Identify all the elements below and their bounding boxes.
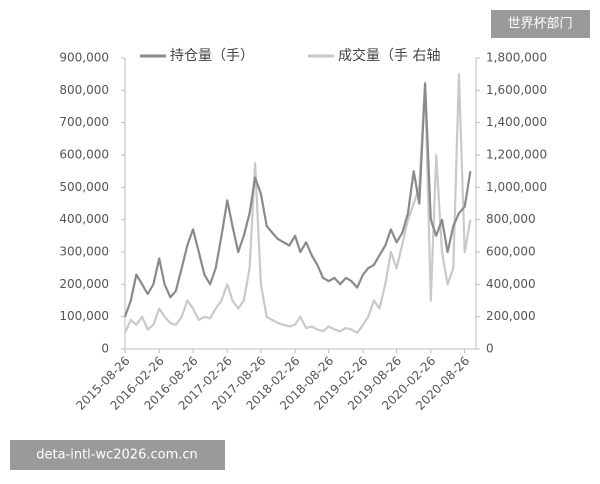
y2-tick-label: 0 <box>486 342 494 356</box>
y-tick-label: 100,000 <box>59 309 109 323</box>
y-tick-label: 300,000 <box>59 245 109 259</box>
y2-tick-label: 600,000 <box>486 245 536 259</box>
series-line <box>123 82 472 318</box>
y-tick-label: 200,000 <box>59 277 109 291</box>
y-tick-label: 600,000 <box>59 148 109 162</box>
watermark-box <box>10 440 225 470</box>
y2-tick-label: 400,000 <box>486 277 536 291</box>
y-tick-label: 800,000 <box>59 83 109 97</box>
y2-tick-label: 1,200,000 <box>486 148 547 162</box>
legend-label: 持仓量（手） <box>170 48 254 64</box>
y2-tick-label: 800,000 <box>486 212 536 226</box>
y-tick-label: 400,000 <box>59 212 109 226</box>
series-line <box>123 73 472 334</box>
y-tick-label: 900,000 <box>59 51 109 65</box>
y-tick-label: 500,000 <box>59 180 109 194</box>
y-tick-label: 700,000 <box>59 115 109 129</box>
y2-tick-label: 1,800,000 <box>486 51 547 65</box>
watermark-box <box>491 10 590 38</box>
y2-tick-label: 1,000,000 <box>486 180 547 194</box>
watermark: 世界杯部门 <box>507 17 572 32</box>
watermark: deta-intl-wc2026.com.cn <box>36 448 198 463</box>
y2-tick-label: 1,600,000 <box>486 83 547 97</box>
y2-tick-label: 200,000 <box>486 309 536 323</box>
legend-label: 成交量（手 右轴 <box>338 47 440 64</box>
y2-tick-label: 1,400,000 <box>486 115 547 129</box>
y-tick-label: 0 <box>101 342 109 356</box>
